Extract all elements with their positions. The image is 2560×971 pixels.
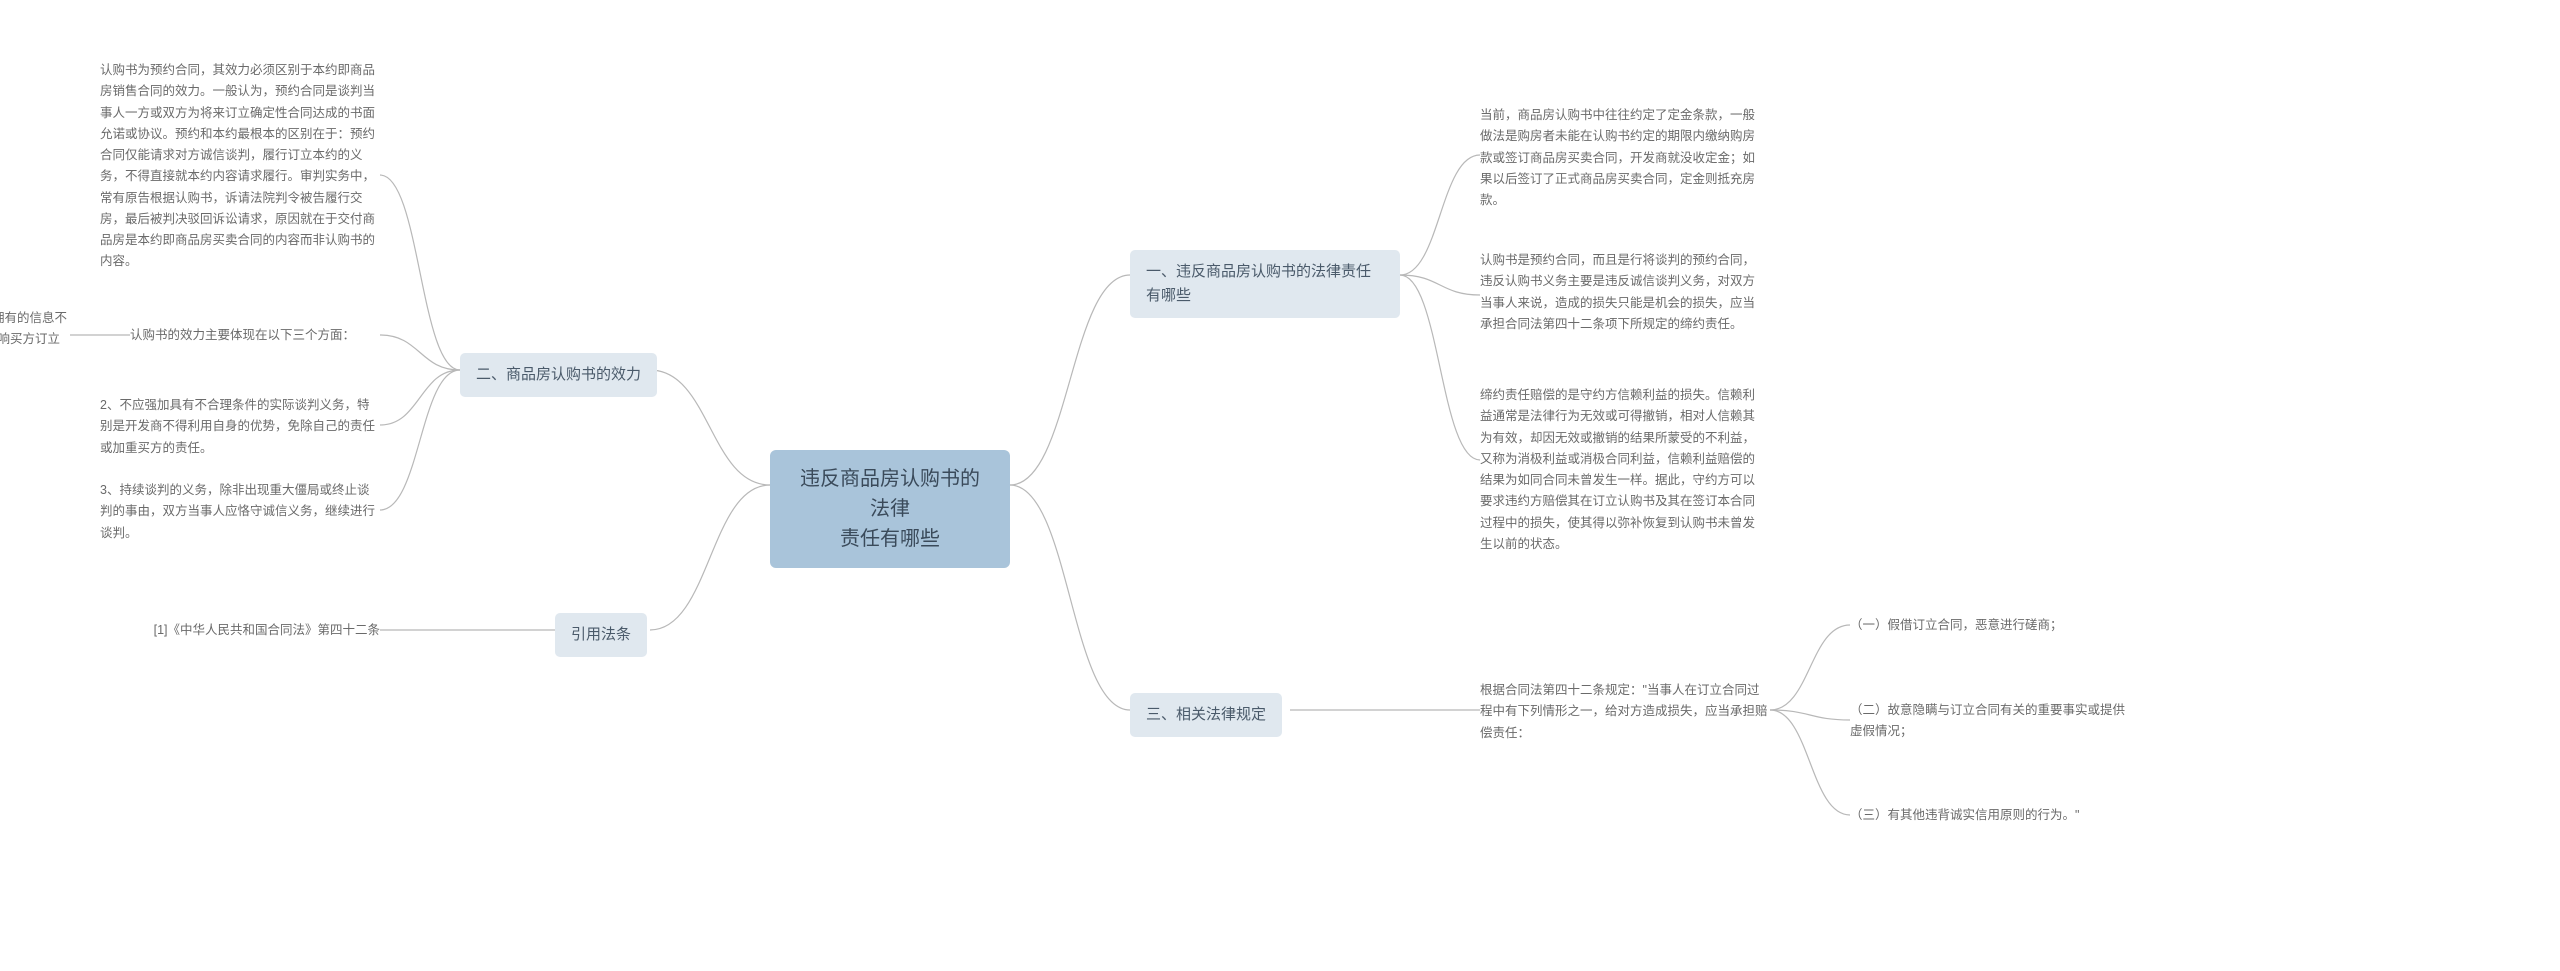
root-line1: 违反商品房认购书的法律 [792, 464, 988, 524]
b2-sub3: 3、持续谈判的义务，除非出现重大僵局或终止谈判的事由，双方当事人应恪守诚信义务，… [100, 480, 380, 544]
root-line2: 责任有哪些 [792, 524, 988, 554]
b2-sub1: 1、鉴于买卖双方对交易标的物所拥有的信息不对称，开发商应当充分披露可能影响买方订… [0, 308, 70, 372]
branch-2: 二、商品房认购书的效力 [460, 353, 657, 397]
b3-leaf1: 根据合同法第四十二条规定："当事人在订立合同过程中有下列情形之一，给对方造成损失… [1480, 680, 1770, 744]
b3-sub3: （三）有其他违背诚实信用原则的行为。" [1850, 805, 2130, 826]
b2-sub2: 2、不应强加具有不合理条件的实际谈判义务，特别是开发商不得利用自身的优势，免除自… [100, 395, 380, 459]
b2-leaf1: 认购书为预约合同，其效力必须区别于本约即商品房销售合同的效力。一般认为，预约合同… [100, 60, 380, 273]
b3-sub1: （一）假借订立合同，恶意进行磋商； [1850, 615, 2130, 636]
b1-leaf2: 认购书是预约合同，而且是行将谈判的预约合同，违反认购书义务主要是违反诚信谈判义务… [1480, 250, 1760, 335]
branch-1-line1: 一、违反商品房认购书的法律责任 [1146, 260, 1384, 284]
b1-leaf3: 缔约责任赔偿的是守约方信赖利益的损失。信赖利益通常是法律行为无效或可得撤销，相对… [1480, 385, 1760, 555]
branch-3: 三、相关法律规定 [1130, 693, 1282, 737]
branch-1-line2: 有哪些 [1146, 284, 1384, 308]
branch-ref: 引用法条 [555, 613, 647, 657]
b1-leaf1: 当前，商品房认购书中往往约定了定金条款，一般做法是购房者未能在认购书约定的期限内… [1480, 105, 1760, 211]
branch-1: 一、违反商品房认购书的法律责任 有哪些 [1130, 250, 1400, 318]
ref-leaf1: [1]《中华人民共和国合同法》第四十二条 [100, 620, 380, 641]
b2-leaf2: 认购书的效力主要体现在以下三个方面： [130, 325, 380, 346]
b3-sub2: （二）故意隐瞒与订立合同有关的重要事实或提供虚假情况； [1850, 700, 2130, 743]
root-node: 违反商品房认购书的法律 责任有哪些 [770, 450, 1010, 568]
connector-lines [0, 0, 2560, 971]
